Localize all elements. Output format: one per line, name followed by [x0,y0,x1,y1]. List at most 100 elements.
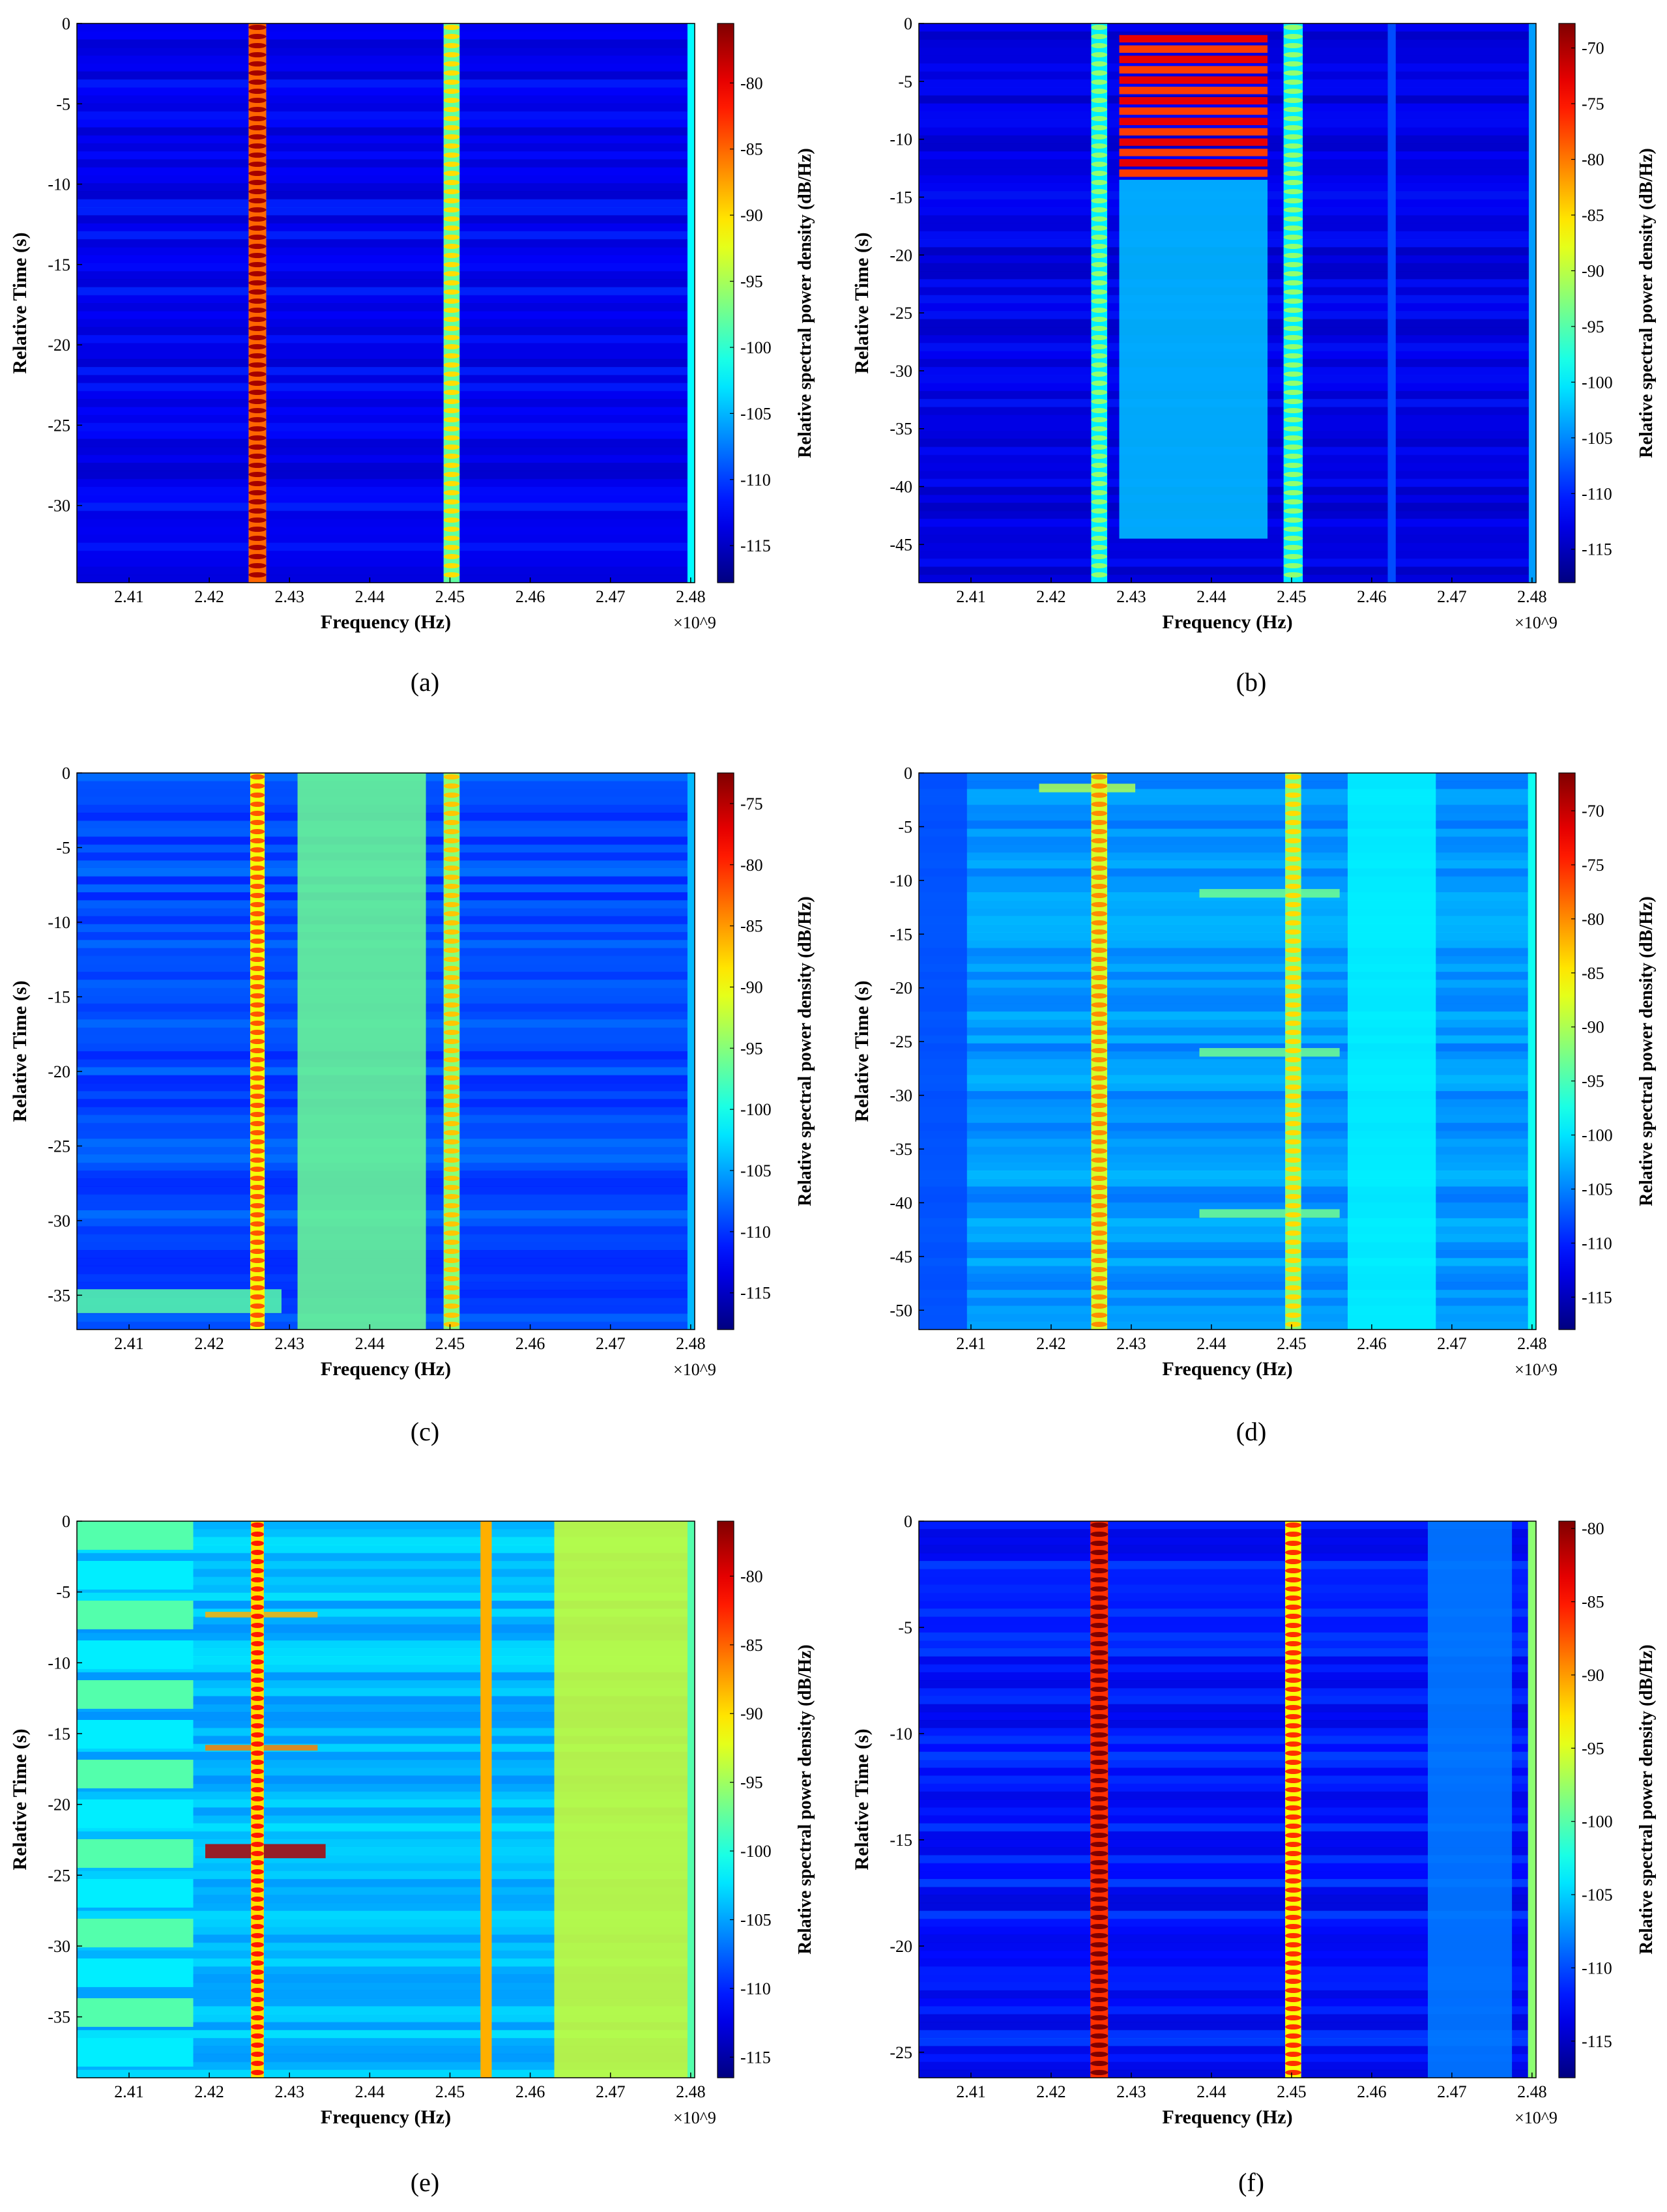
channel-pulse [250,1212,265,1217]
channel-pulse [443,1212,460,1217]
channel-pulse [251,2070,264,2075]
colorbar [1558,772,1576,1330]
signal-block-segment [1119,96,1268,105]
channel-pulse [443,454,460,459]
channel-pulse [1285,1066,1301,1071]
noise-row [77,550,695,559]
channel-pulse [1091,774,1108,779]
channel-pulse [443,572,460,577]
channel-line [687,773,695,1330]
channel-pulse [1091,226,1108,231]
y-axis-label: Relative Time (s) [851,1728,873,1870]
noise-row [77,351,695,360]
channel-pulse [1285,2070,1301,2075]
x-axis-label: Frequency (Hz) [321,2106,451,2128]
channel-pulse [1091,838,1108,843]
colorbar-tick-label: -90 [1582,1666,1604,1685]
channel-pulse [248,490,267,495]
noise-row [77,1616,695,1625]
signal-block [297,773,426,1330]
noise-row [77,1736,695,1745]
channel-pulse [1091,829,1108,834]
colorbar-tick-label: -90 [740,206,763,225]
channel-pulse [1283,572,1303,577]
channel-pulse [443,70,460,76]
channel-pulse [250,1276,265,1281]
x-tick-label: 2.44 [355,587,385,606]
noise-row [77,63,695,72]
channel-pulse [443,811,460,816]
channel-pulse [1285,1778,1301,1783]
channel-pulse [1091,802,1108,807]
channel-pulse [248,454,267,459]
channel-pulse [1091,362,1108,368]
channel-pulse [1283,308,1303,313]
noise-row [77,1751,695,1760]
noise-row [919,924,1536,933]
colorbar-tick-label: -115 [1582,540,1612,559]
noise-row [919,1863,1536,1872]
noise-row [919,836,1536,845]
channel-pulse [443,25,460,30]
x-tick-label: 2.48 [676,587,706,606]
channel-pulse [1285,1103,1301,1108]
y-tick-label: -5 [898,72,912,91]
channel-line [1528,773,1536,1330]
channel-pulse [1285,1741,1301,1747]
channel-pulse [1091,353,1108,358]
channel-pulse [1090,1979,1109,1984]
channel-pulse [1090,1833,1109,1838]
channel-pulse [1090,1951,1109,1957]
colorbar-tick-label: -80 [1582,151,1604,169]
noise-row [919,1656,1536,1665]
channel-pulse [250,1148,265,1154]
channel-pulse [1091,1066,1108,1071]
noise-row [77,1799,695,1808]
channel-pulse [251,1678,264,1683]
channel-pulse [443,289,460,295]
channel-pulse [251,1915,264,1920]
noise-row [919,1027,1536,1036]
x-tick-label: 2.42 [1036,587,1066,606]
noise-row [919,1569,1536,1577]
colorbar-tick-label: -110 [1582,1234,1612,1253]
channel-pulse [248,189,267,194]
channel-pulse [1285,1148,1301,1154]
channel-pulse [1091,171,1108,176]
noise-row [77,1966,695,1975]
x-tick-label: 2.47 [596,2082,626,2101]
channel-pulse [1285,1586,1301,1592]
channel-pulse [1091,1294,1108,1300]
colorbar-tick-label: -105 [740,404,772,423]
noise-row [919,2046,1536,2054]
channel-pulse [251,1942,264,1947]
noise-row [919,1186,1536,1195]
channel-pulse [250,1285,265,1290]
noise-row [919,1919,1536,1927]
channel-pulse [250,1139,265,1144]
signal-block-segment [1119,45,1268,53]
channel-pulse [1285,1194,1301,1199]
channel-pulse [1283,116,1303,121]
y-tick-label: -35 [48,2008,70,2027]
channel-pulse [1285,1668,1301,1674]
x-tick-label: 2.41 [956,587,986,606]
y-tick-label: -5 [56,95,70,113]
channel-pulse [250,1313,265,1318]
colorbar-tick-label: -105 [1582,1180,1613,1199]
channel-pulse [1285,1048,1301,1053]
channel-pulse [251,1778,264,1783]
channel-pulse [443,226,460,231]
signal-block [1199,1209,1340,1218]
colorbar-label: Relative spectral power density (dB/Hz) [1636,148,1657,458]
channel-pulse [1285,1139,1301,1144]
noise-row [919,1107,1536,1116]
noise-row [77,1870,695,1880]
channel-pulse [443,1030,460,1035]
noise-row [77,71,695,80]
panel-e: 2.41 2.42 2.43 2.44 2.45 2.46 2.47 2.48 0 -5 -10 -1… [9,1512,815,2197]
channel-pulse [248,545,267,550]
noise-row [919,23,1536,32]
channel-pulse [251,1623,264,1628]
noise-row [919,1791,1536,1800]
